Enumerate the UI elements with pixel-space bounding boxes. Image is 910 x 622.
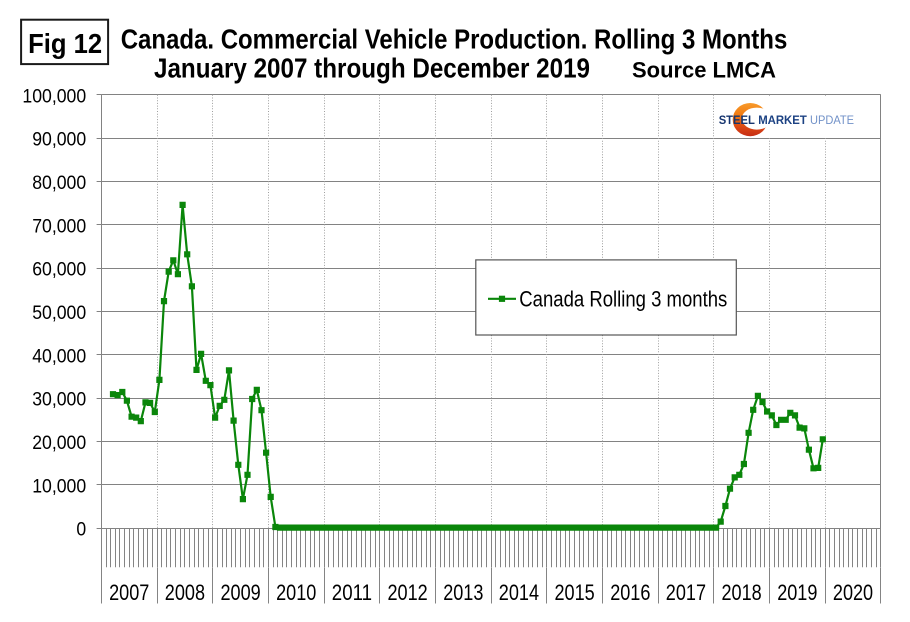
svg-text:2015: 2015 [555, 580, 595, 605]
svg-text:2009: 2009 [221, 580, 261, 605]
svg-text:Fig 12: Fig 12 [28, 28, 102, 59]
svg-text:2013: 2013 [443, 580, 483, 605]
svg-text:2019: 2019 [777, 580, 817, 605]
svg-text:2020: 2020 [833, 580, 873, 605]
svg-text:10,000: 10,000 [32, 476, 86, 497]
svg-text:2012: 2012 [388, 580, 428, 605]
svg-text:2018: 2018 [722, 580, 762, 605]
svg-text:100,000: 100,000 [22, 86, 86, 107]
svg-text:30,000: 30,000 [32, 390, 86, 411]
svg-text:2010: 2010 [276, 580, 316, 605]
svg-text:80,000: 80,000 [32, 173, 86, 194]
svg-text:2007: 2007 [109, 580, 149, 605]
svg-text:2014: 2014 [499, 580, 539, 605]
svg-text:STEEL: STEEL [719, 114, 755, 127]
svg-text:2011: 2011 [332, 580, 372, 605]
svg-text:MARKET: MARKET [758, 114, 807, 127]
svg-text:70,000: 70,000 [32, 216, 86, 237]
svg-text:2016: 2016 [610, 580, 650, 605]
svg-text:2008: 2008 [165, 580, 205, 605]
svg-text:90,000: 90,000 [32, 130, 86, 151]
svg-text:Canada. Commercial Vehicle Pro: Canada. Commercial Vehicle Production. R… [121, 24, 788, 55]
svg-text:2017: 2017 [666, 580, 706, 605]
svg-text:60,000: 60,000 [32, 260, 86, 281]
svg-text:40,000: 40,000 [32, 346, 86, 367]
svg-text:50,000: 50,000 [32, 303, 86, 324]
svg-text:UPDATE: UPDATE [810, 114, 854, 127]
svg-text:0: 0 [76, 520, 86, 541]
svg-text:20,000: 20,000 [32, 433, 86, 454]
svg-text:January 2007 through December: January 2007 through December 2019 [154, 52, 590, 83]
svg-text:Source LMCA: Source LMCA [632, 57, 776, 82]
svg-text:Canada Rolling 3 months: Canada Rolling 3 months [519, 287, 727, 312]
